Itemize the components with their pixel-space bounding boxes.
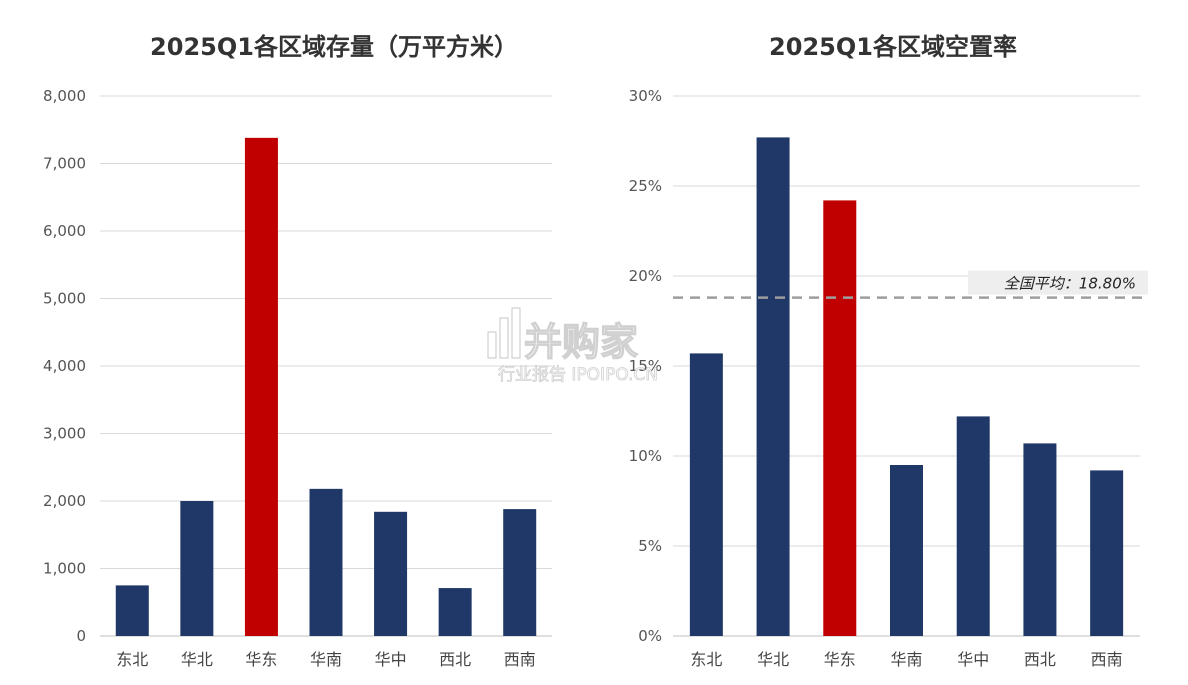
stock-chart: 2025Q1各区域存量（万平方米） 0 1,000 2,000 3,000 4,000 5… (43, 33, 552, 669)
vacancy-chart-bars (689, 137, 1124, 636)
stock-x-tick-label: 华南 (310, 650, 342, 669)
vacancy-chart-x-axis: 东北 华北 华东 华南 华中 西北 西南 (690, 650, 1122, 669)
watermark-sub: 行业报告 IPOIPO.CN (498, 365, 658, 385)
stock-y-tick-label: 6,000 (43, 222, 86, 240)
vacancy-chart-title: 2025Q1各区域空置率 (769, 33, 1017, 61)
stock-bar-1 (180, 501, 214, 636)
stock-x-tick-label: 西北 (439, 650, 471, 669)
vacancy-y-tick-label: 15% (629, 357, 662, 375)
stock-y-tick-label: 7,000 (43, 155, 86, 173)
stock-y-tick-label: 8,000 (43, 87, 86, 105)
vacancy-bar-5 (1023, 443, 1057, 636)
national-average-label: 全国平均：18.80% (1004, 275, 1136, 293)
stock-bar-3 (309, 488, 343, 636)
vacancy-y-tick-label: 25% (629, 177, 662, 195)
stock-y-tick-label: 5,000 (43, 290, 86, 308)
stock-chart-x-axis: 东北 华北 华东 华南 华中 西北 西南 (116, 650, 535, 669)
vacancy-x-tick-label: 华东 (824, 650, 856, 669)
stock-bar-0 (115, 585, 149, 636)
vacancy-bar-3 (890, 465, 923, 636)
vacancy-bar-0 (689, 353, 723, 636)
vacancy-y-tick-label: 10% (629, 447, 662, 465)
vacancy-chart-y-axis: 0% 5% 10% 15% 20% 25% 30% (629, 87, 662, 645)
vacancy-x-tick-label: 东北 (690, 650, 722, 669)
stock-bar-2 (244, 137, 278, 636)
vacancy-x-tick-label: 西北 (1024, 650, 1056, 669)
vacancy-y-tick-label: 30% (629, 87, 662, 105)
stock-bar-6 (503, 509, 537, 636)
vacancy-y-tick-label: 20% (629, 267, 662, 285)
stock-y-tick-label: 2,000 (43, 492, 86, 510)
vacancy-bar-6 (1090, 470, 1124, 636)
stock-y-tick-label: 3,000 (43, 425, 86, 443)
vacancy-x-tick-label: 华中 (957, 650, 989, 669)
stock-x-tick-label: 华东 (245, 650, 277, 669)
watermark-brand: 并购家 (524, 320, 638, 364)
national-average-reference: 全国平均：18.80% (673, 270, 1148, 299)
stock-chart-gridlines (100, 95, 552, 637)
stock-x-tick-label: 东北 (116, 650, 148, 669)
stock-x-tick-label: 西南 (504, 650, 536, 669)
stock-chart-y-axis: 0 1,000 2,000 3,000 4,000 5,000 6,000 7,000 8,00… (43, 87, 86, 645)
stock-x-tick-label: 华北 (181, 650, 213, 669)
vacancy-y-tick-label: 0% (638, 627, 662, 645)
watermark-logo-icon (487, 307, 521, 359)
vacancy-x-tick-label: 华北 (757, 650, 789, 669)
vacancy-x-tick-label: 西南 (1091, 650, 1123, 669)
vacancy-chart: 2025Q1各区域空置率 0% 5% 10% 15% 20% 25% 30% 东北 华北 华东 华… (629, 33, 1148, 669)
vacancy-bar-1 (756, 137, 790, 636)
stock-y-tick-label: 1,000 (43, 560, 86, 578)
stock-bar-4 (374, 511, 408, 636)
stock-y-tick-label: 4,000 (43, 357, 86, 375)
stock-bar-5 (438, 588, 472, 636)
stock-x-tick-label: 华中 (375, 650, 407, 669)
stock-y-tick-label: 0 (76, 627, 86, 645)
vacancy-bar-4 (956, 416, 990, 636)
vacancy-x-tick-label: 华南 (890, 650, 922, 669)
national-average-label-bg (968, 270, 1148, 295)
vacancy-y-tick-label: 5% (638, 537, 662, 555)
vacancy-bar-2 (823, 200, 857, 636)
watermark: 并购家 行业报告 IPOIPO.CN (487, 307, 658, 385)
stock-chart-title: 2025Q1各区域存量（万平方米） (150, 33, 518, 61)
stock-chart-bars (115, 137, 537, 636)
